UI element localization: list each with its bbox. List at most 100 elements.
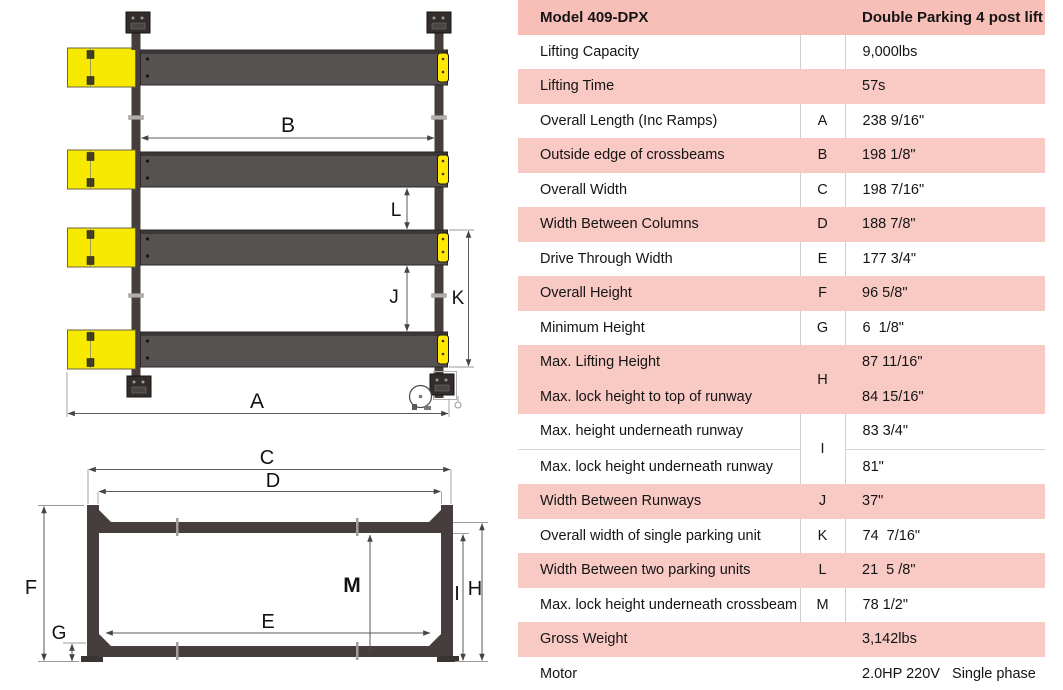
table-row: Motor 2.0HP 220V Single phase — [518, 657, 1045, 690]
table-row: Width Between Runways J 37" — [518, 484, 1045, 519]
spec-value: 84 15/16" — [845, 379, 1045, 414]
model-name: Model 409-DPX — [518, 0, 845, 35]
spec-label: Drive Through Width — [540, 250, 673, 267]
table-row: Max. lock height to top of runway 84 15/… — [518, 379, 1045, 414]
spec-value: 177 3/4" — [862, 250, 917, 267]
spec-value: 2.0HP 220V Single phase — [862, 665, 1036, 682]
spec-value: 57s — [845, 69, 1045, 104]
table-row: Outside edge of crossbeams B 198 1/8" — [518, 138, 1045, 173]
table-row: Minimum Height G 6 1/8" — [518, 310, 1045, 345]
spec-letter: D — [800, 207, 845, 242]
table-row: Lifting Capacity 9,000lbs — [518, 34, 1045, 69]
table-row: Max. lock height underneath crossbeam M … — [518, 587, 1045, 622]
spec-letter: L — [800, 553, 845, 588]
spec-value: 81" — [845, 448, 1045, 484]
table-row: Overall Length (Inc Ramps) A 238 9/16" — [518, 103, 1045, 138]
runway-3 — [67, 227, 449, 268]
spec-value: 6 1/8" — [862, 319, 904, 336]
spec-value: 37" — [845, 484, 1045, 519]
dim-label-m: M — [343, 574, 361, 597]
spec-label: Motor — [540, 665, 578, 682]
column-post-icon — [429, 371, 457, 400]
spec-letter — [799, 34, 846, 69]
spec-letter: M — [799, 587, 846, 622]
spec-label: Lifting Time — [518, 69, 800, 104]
table-row: Overall Width C 198 7/16" — [518, 172, 1045, 207]
runway-1 — [67, 47, 449, 88]
dim-label-g: G — [52, 623, 67, 644]
spec-letter: B — [800, 138, 845, 173]
table-row: Max. lock height underneath runway 81" — [518, 448, 1045, 484]
spec-label: Max. Lifting Height — [518, 345, 800, 380]
dimension-lines — [38, 466, 488, 662]
spec-label: Outside edge of crossbeams — [518, 138, 800, 173]
spec-value: 87 11/16" — [845, 345, 1045, 380]
spec-letter — [800, 657, 845, 690]
lift-drawing: B L J K A — [0, 0, 518, 690]
dim-label-f: F — [25, 577, 37, 599]
spec-letter: A — [799, 103, 846, 138]
spec-value: 188 7/8" — [845, 207, 1045, 242]
dim-label-l: L — [391, 200, 402, 221]
lift-frame — [81, 505, 459, 662]
table-row: Max. Lifting Height H 87 11/16" — [518, 345, 1045, 414]
spec-value: 238 9/16" — [862, 112, 925, 129]
front-view-drawing: C D F G E M I H — [25, 447, 488, 662]
power-unit-icon — [408, 384, 462, 410]
dim-label-a: A — [250, 390, 264, 413]
spec-letter: H — [800, 345, 845, 414]
table-row: Overall Height F 96 5/8" — [518, 276, 1045, 311]
dim-label-i: I — [454, 583, 460, 605]
spec-letter: G — [799, 310, 846, 345]
table-row: Gross Weight 3,142lbs — [518, 622, 1045, 657]
spec-label: Overall Height — [518, 276, 800, 311]
spec-value: 78 1/2" — [862, 596, 908, 613]
spec-letter: E — [799, 241, 846, 276]
spec-label: Width Between two parking units — [518, 553, 800, 588]
spec-label: Overall Width — [540, 181, 628, 198]
runway-4 — [67, 329, 449, 370]
spec-value: 21 5 /8" — [845, 553, 1045, 588]
column-post-icon — [126, 375, 152, 398]
spec-label: Minimum Height — [540, 319, 645, 336]
top-view-drawing: B L J K A — [66, 11, 474, 417]
spec-table: Model 409-DPX Double Parking 4 post lift… — [518, 0, 1045, 690]
dim-label-c: C — [260, 447, 274, 469]
spec-letter: F — [800, 276, 845, 311]
spec-table-panel: Model 409-DPX Double Parking 4 post lift… — [518, 0, 1063, 690]
dim-label-e: E — [261, 611, 274, 633]
spec-value: 96 5/8" — [845, 276, 1045, 311]
spec-letter: K — [799, 518, 846, 553]
table-row: Lifting Time 57s — [518, 69, 1045, 104]
spec-value: 3,142lbs — [845, 622, 1045, 657]
spec-value: 74 7/16" — [862, 527, 921, 544]
spec-label: Overall Length (Inc Ramps) — [540, 112, 718, 129]
table-row: Drive Through Width E 177 3/4" — [518, 241, 1045, 276]
dim-label-h: H — [468, 578, 482, 600]
spec-value: 198 7/16" — [862, 181, 925, 198]
spec-label: Max. lock height underneath crossbeam — [540, 596, 798, 613]
spec-value: 83 3/4" — [862, 423, 908, 440]
spec-value: 198 1/8" — [845, 138, 1045, 173]
spec-label: Overall width of single parking unit — [540, 527, 761, 544]
dim-label-d: D — [266, 470, 280, 492]
spec-letter — [800, 622, 845, 657]
table-row: Width Between two parking units L 21 5 /… — [518, 553, 1045, 588]
spec-value: 9,000lbs — [862, 43, 918, 60]
spec-letter: C — [799, 172, 846, 207]
crossbeam-rails — [128, 28, 447, 398]
table-header-row: Model 409-DPX Double Parking 4 post lift — [518, 0, 1045, 35]
column-post-icon — [125, 11, 151, 50]
dim-label-k: K — [452, 288, 465, 309]
spec-label: Max. height underneath runway — [540, 423, 744, 440]
spec-label: Max. lock height underneath runway — [518, 448, 800, 484]
spec-label: Max. lock height to top of runway — [518, 379, 800, 414]
table-row: Width Between Columns D 188 7/8" — [518, 207, 1045, 242]
table-row: Max. height underneath runway I 83 3/4" — [518, 414, 1045, 484]
spec-label: Width Between Runways — [518, 484, 800, 519]
lift-type: Double Parking 4 post lift — [845, 0, 1045, 35]
dim-label-j: J — [389, 287, 399, 308]
runway-2 — [67, 149, 449, 190]
spec-label: Width Between Columns — [518, 207, 800, 242]
